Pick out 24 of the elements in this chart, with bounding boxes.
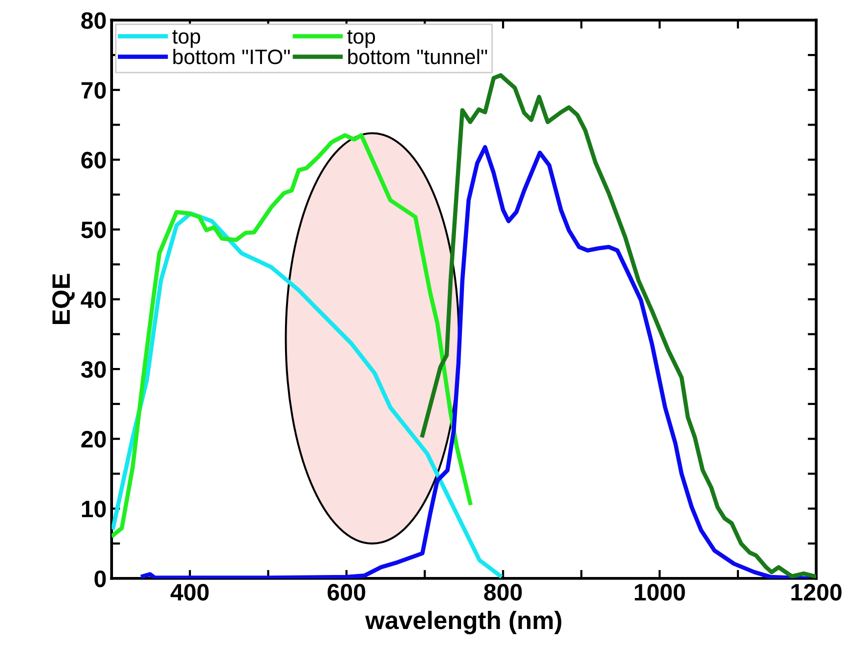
y-tick-label: 60 — [81, 152, 106, 168]
y-tick-label: 70 — [82, 82, 106, 99]
line-series — [112, 211, 502, 578]
x-tick-label: 600 — [328, 584, 366, 601]
x-axis-title: wavelength (nm) — [365, 610, 562, 634]
y-axis-title: EQE — [52, 274, 75, 324]
line-series — [420, 73, 816, 578]
x-tick-label: 1000 — [634, 584, 685, 601]
x-tick-label: 800 — [484, 584, 522, 601]
x-tick-label: 400 — [170, 584, 209, 601]
line-series — [112, 133, 472, 538]
y-tick-label: 40 — [80, 291, 106, 308]
legend-label: bottom "tunnel" — [348, 48, 488, 64]
y-tick-label: 30 — [81, 361, 106, 378]
y-tick-label: 20 — [81, 430, 106, 448]
legend-label: top — [347, 30, 375, 48]
y-tick-label: 0 — [94, 570, 106, 588]
line-series — [140, 145, 809, 578]
x-tick-label: 1200 — [791, 584, 842, 601]
legend-label: top — [172, 30, 200, 48]
legend-label: bottom "ITO" — [173, 48, 290, 64]
y-tick-label: 10 — [82, 500, 106, 518]
y-tick-label: 80 — [81, 12, 106, 29]
y-tick-label: 50 — [81, 222, 106, 238]
